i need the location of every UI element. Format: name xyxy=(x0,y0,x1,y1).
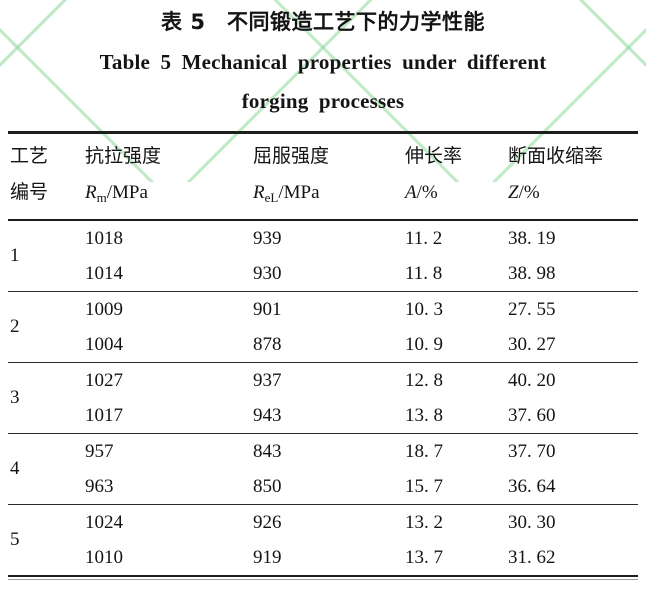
symbol-R: R xyxy=(253,182,265,203)
bottom-rule-shadow xyxy=(8,579,638,580)
cell-a: 13. 8 xyxy=(405,398,508,434)
table-title-en-line1: Table 5 Mechanical properties under diff… xyxy=(99,50,547,74)
cell-z: 38. 98 xyxy=(508,256,638,292)
cell-rel: 850 xyxy=(253,469,405,505)
symbol-subscript-eL: eL xyxy=(264,190,279,205)
cell-z: 30. 27 xyxy=(508,327,638,363)
cell-rm: 1010 xyxy=(85,546,123,568)
group-number-5: 5 xyxy=(10,529,20,550)
cell-rel: 926 xyxy=(253,511,282,533)
cell-rel: 843 xyxy=(253,440,282,462)
group-number-3: 3 xyxy=(8,362,85,434)
header-reduction-of-area: 断面收缩率 Z/% xyxy=(508,133,638,221)
symbol-R: R xyxy=(85,182,97,203)
cell-a: 18. 7 xyxy=(405,440,443,462)
header-process-number: 工艺 编号 xyxy=(8,133,85,221)
unit-mpa: /MPa xyxy=(106,182,148,203)
cell-z: 30. 30 xyxy=(508,511,556,533)
cell-rel: 939 xyxy=(253,227,282,249)
cell-a: 10. 9 xyxy=(405,327,508,363)
header-process-line2: 编号 xyxy=(10,182,49,203)
header-elongation: 伸长率 A/% xyxy=(405,133,508,221)
header-process-line1: 工艺 xyxy=(10,146,49,167)
header-elongation-zh: 伸长率 xyxy=(405,146,463,167)
table-row: 1004 878 10. 9 30. 27 xyxy=(8,327,638,363)
symbol-A: A xyxy=(405,182,417,203)
table-row: 1 1018 939 11. 2 38. 19 xyxy=(8,220,638,292)
cell-rel: 930 xyxy=(253,256,405,292)
cell-a: 13. 7 xyxy=(405,546,443,568)
cell-rm: 957 xyxy=(85,440,114,462)
header-tensile-zh: 抗拉强度 xyxy=(85,146,162,167)
symbol-Z: Z xyxy=(508,182,519,203)
cell-rm: 1014 xyxy=(85,256,253,292)
mechanical-properties-table: 工艺 编号 抗拉强度 Rm/MPa 屈服强度 ReL/MPa 伸长率 A/% 断… xyxy=(8,131,638,577)
header-yield-symbol: ReL/MPa xyxy=(253,181,405,205)
table-row: 3 1027 937 12. 8 40. 20 xyxy=(8,362,638,434)
header-reduction-symbol: Z/% xyxy=(508,181,638,205)
group-number-4: 4 xyxy=(8,433,85,505)
header-tensile-symbol: Rm/MPa xyxy=(85,181,253,205)
symbol-subscript-m: m xyxy=(96,190,107,205)
cell-z: 36. 64 xyxy=(508,469,638,505)
cell-rm: 1018 xyxy=(85,227,123,249)
unit-mpa: /MPa xyxy=(278,182,320,203)
cell-z: 37. 60 xyxy=(508,398,638,434)
unit-percent: /% xyxy=(416,182,438,203)
table-row: 2 1009 901 10. 3 27. 55 xyxy=(8,291,638,363)
header-tensile-strength: 抗拉强度 Rm/MPa xyxy=(85,133,253,221)
table-caption: 表 5 不同锻造工艺下的力学性能 Table 5 Mechanical prop… xyxy=(0,0,646,114)
cell-a: 15. 7 xyxy=(405,469,508,505)
cell-z: 38. 19 xyxy=(508,227,556,249)
table-row: 1010 919 13. 7 31. 62 xyxy=(8,540,638,576)
header-reduction-zh: 断面收缩率 xyxy=(508,146,604,167)
group-number-1: 1 xyxy=(8,220,85,292)
cell-rm: 1017 xyxy=(85,398,253,434)
cell-a: 10. 3 xyxy=(405,298,443,320)
table-row: 1017 943 13. 8 37. 60 xyxy=(8,398,638,434)
cell-rm: 1024 xyxy=(85,511,123,533)
cell-z: 31. 62 xyxy=(508,546,556,568)
cell-z: 37. 70 xyxy=(508,440,556,462)
header-row: 工艺 编号 抗拉强度 Rm/MPa 屈服强度 ReL/MPa 伸长率 A/% 断… xyxy=(8,133,638,221)
table-row: 5 1024 926 13. 2 30. 30 xyxy=(8,505,638,551)
table-row: 1014 930 11. 8 38. 98 xyxy=(8,256,638,292)
table-title-en-line2: forging processes xyxy=(241,89,405,113)
header-yield-zh: 屈服强度 xyxy=(253,146,330,167)
cell-z: 40. 20 xyxy=(508,369,556,391)
cell-rel: 878 xyxy=(253,327,405,363)
cell-rm: 963 xyxy=(85,469,253,505)
group-number-2: 2 xyxy=(8,291,85,363)
cell-a: 11. 8 xyxy=(405,256,508,292)
cell-rm: 1004 xyxy=(85,327,253,363)
header-yield-strength: 屈服强度 ReL/MPa xyxy=(253,133,405,221)
cell-rel: 919 xyxy=(253,546,282,568)
header-elongation-symbol: A/% xyxy=(405,181,508,205)
cell-rel: 943 xyxy=(253,398,405,434)
cell-rm: 1009 xyxy=(85,298,123,320)
unit-percent: /% xyxy=(518,182,540,203)
cell-rm: 1027 xyxy=(85,369,123,391)
table-row: 4 957 843 18. 7 37. 70 xyxy=(8,433,638,505)
cell-a: 11. 2 xyxy=(405,227,443,249)
cell-a: 13. 2 xyxy=(405,511,443,533)
cell-z: 27. 55 xyxy=(508,298,556,320)
table-row: 963 850 15. 7 36. 64 xyxy=(8,469,638,505)
cell-rel: 901 xyxy=(253,298,282,320)
table-title-zh: 表 5 不同锻造工艺下的力学性能 xyxy=(161,10,485,34)
cell-a: 12. 8 xyxy=(405,369,443,391)
cell-rel: 937 xyxy=(253,369,282,391)
